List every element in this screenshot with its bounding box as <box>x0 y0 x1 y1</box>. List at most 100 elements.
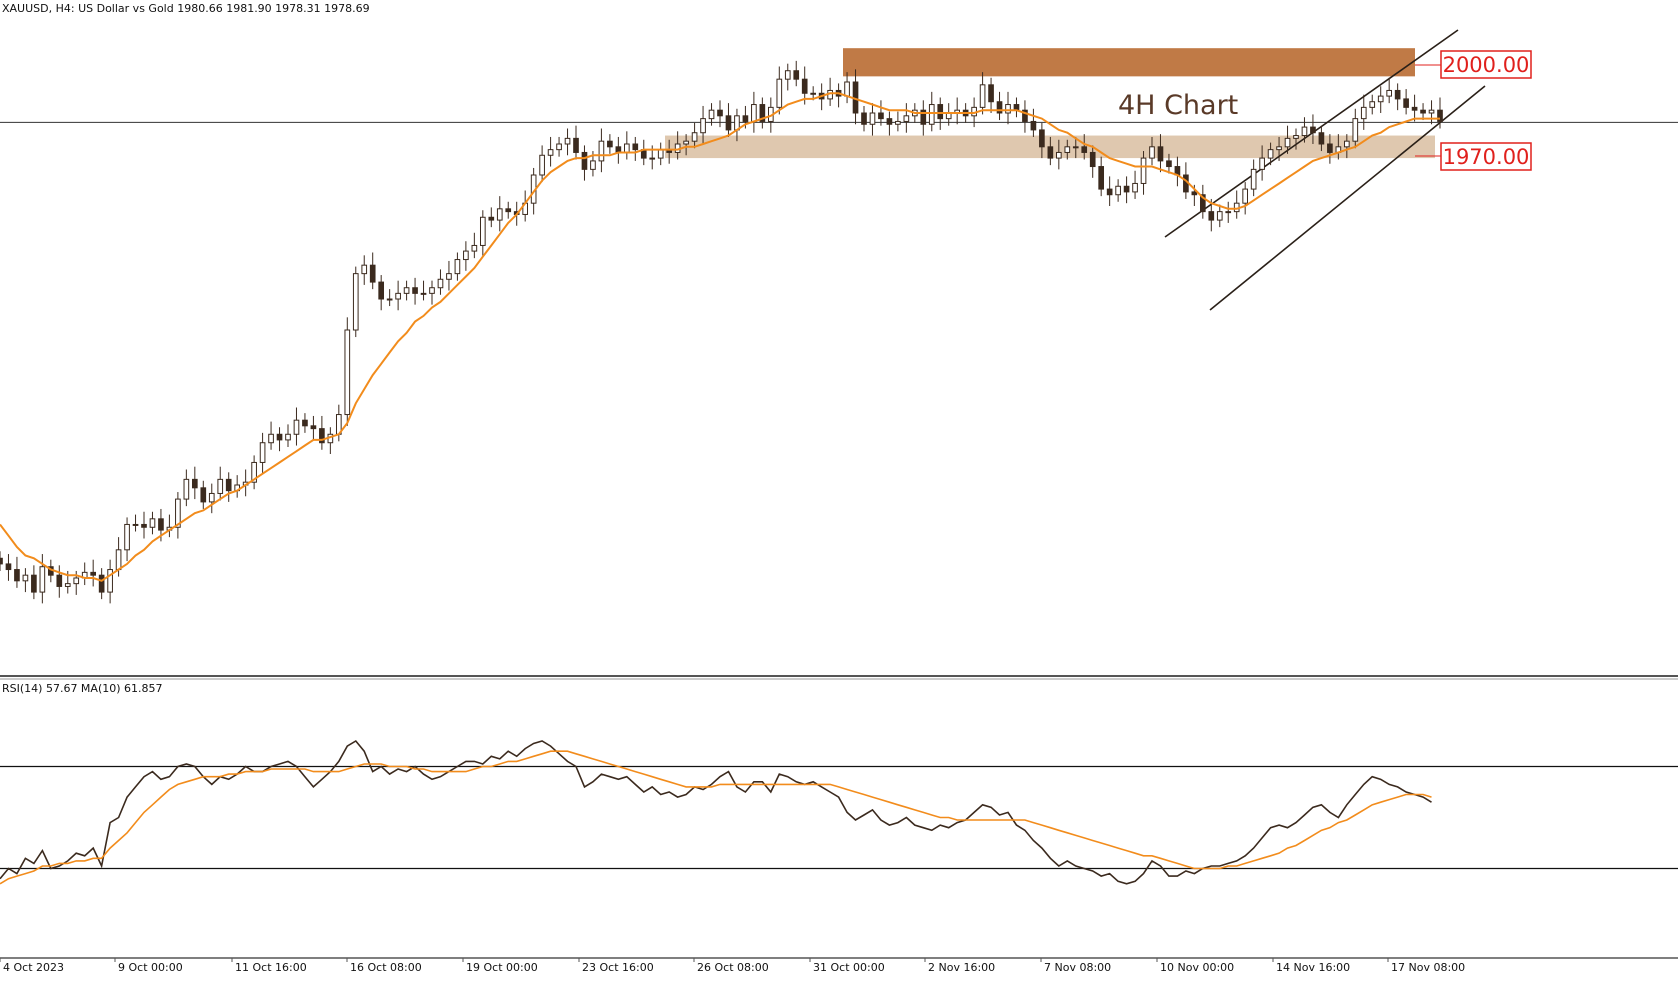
candle-body <box>657 149 664 159</box>
x-tick-label: 16 Oct 08:00 <box>350 961 422 974</box>
candle-body <box>191 478 198 489</box>
candle-body <box>293 419 300 435</box>
candle-body <box>1301 126 1308 137</box>
candle-body <box>1055 151 1062 159</box>
candle-body <box>1437 109 1443 122</box>
candle-body <box>1106 188 1113 196</box>
candle-body <box>141 523 147 528</box>
candle-body <box>1225 211 1232 214</box>
candle-body <box>1310 126 1316 134</box>
rsi-line <box>0 739 1432 885</box>
candle-body <box>793 70 800 80</box>
candle-body <box>632 143 639 151</box>
candle-body <box>259 442 266 463</box>
x-tick-label: 11 Oct 16:00 <box>235 961 307 974</box>
candle-body <box>801 78 808 94</box>
candle-body <box>1250 168 1257 190</box>
candle-body <box>1242 188 1249 204</box>
candle-body <box>581 151 588 170</box>
candle-body <box>446 273 452 280</box>
candle-body <box>225 478 232 492</box>
candle-body <box>107 569 113 593</box>
candle-body <box>547 149 554 156</box>
candle-body <box>319 428 325 444</box>
candle-body <box>1064 146 1071 153</box>
candle-body <box>725 115 732 131</box>
candle-body <box>784 70 791 80</box>
candle-body <box>1166 160 1172 168</box>
candle-body <box>1360 106 1367 120</box>
candle-body <box>251 461 257 483</box>
moving-average-line <box>0 92 1440 582</box>
candle-body <box>1369 101 1376 108</box>
candle-body <box>1343 140 1350 148</box>
candle-body <box>14 569 20 582</box>
channel-upper-line <box>1164 29 1459 238</box>
level-high-label: 2000.00 <box>1443 53 1530 77</box>
candle-body <box>623 143 630 153</box>
candle-body <box>1216 211 1223 221</box>
x-tick-label: 2 Nov 16:00 <box>928 961 995 974</box>
level-low-box <box>1440 142 1532 171</box>
candle-body <box>488 216 495 221</box>
candle-body <box>1276 146 1282 151</box>
candle-body <box>1047 146 1054 159</box>
time-axis-labels: 4 Oct 2023 9 Oct 00:00 11 Oct 16:00 16 Oct … <box>0 958 1465 974</box>
candle-body <box>878 112 884 120</box>
candle-body <box>98 574 105 593</box>
candle-body <box>1318 132 1325 145</box>
candle-body <box>1089 151 1096 168</box>
candle-body <box>649 157 656 160</box>
candle-body <box>1352 118 1359 142</box>
candle-body <box>1208 211 1215 221</box>
symbol-header: XAUUSD, H4: US Dollar vs Gold 1980.66 19… <box>2 2 370 15</box>
candle-body <box>1140 157 1147 184</box>
candle-body <box>437 278 444 289</box>
candle-body <box>73 577 80 585</box>
candle-body <box>903 115 910 122</box>
candle-body <box>717 109 723 117</box>
x-tick-label: 10 Nov 00:00 <box>1160 961 1234 974</box>
x-tick-label: 26 Oct 08:00 <box>697 961 769 974</box>
candle-body <box>479 216 486 246</box>
candle-body <box>708 109 715 120</box>
candle-body <box>39 566 46 593</box>
candle-body <box>539 154 545 176</box>
candle-body <box>886 118 893 125</box>
candle-body <box>928 104 935 125</box>
candle-body <box>361 264 368 275</box>
candle-body <box>1403 98 1409 108</box>
candle-body <box>175 498 181 528</box>
candle-body <box>556 143 562 151</box>
resistance-zone <box>843 48 1415 77</box>
candle-body <box>590 160 596 170</box>
candle-body <box>412 287 418 294</box>
channel-lower-line <box>1209 85 1486 311</box>
candle-body <box>268 433 274 444</box>
candle-body <box>700 118 706 134</box>
candle-body <box>505 208 512 213</box>
candle-body <box>285 433 291 441</box>
candle-body <box>183 478 190 500</box>
candle-body <box>759 104 766 122</box>
candle-body <box>691 132 698 142</box>
candle-body <box>276 433 283 441</box>
candle-body <box>496 208 503 221</box>
candle-body <box>1123 185 1130 193</box>
candle-body <box>158 518 164 531</box>
candle-body <box>31 574 37 593</box>
candle-body <box>471 244 478 252</box>
candle-body <box>344 329 351 416</box>
candle-body <box>5 563 12 571</box>
candle-body <box>1386 89 1393 97</box>
candle-body <box>56 574 63 587</box>
candle-body <box>0 557 3 565</box>
candle-body <box>1327 143 1333 153</box>
candle-body <box>395 292 401 300</box>
candle-body <box>149 518 156 528</box>
candle-body <box>132 523 139 526</box>
candle-body <box>208 492 215 503</box>
candle-body <box>988 84 994 103</box>
